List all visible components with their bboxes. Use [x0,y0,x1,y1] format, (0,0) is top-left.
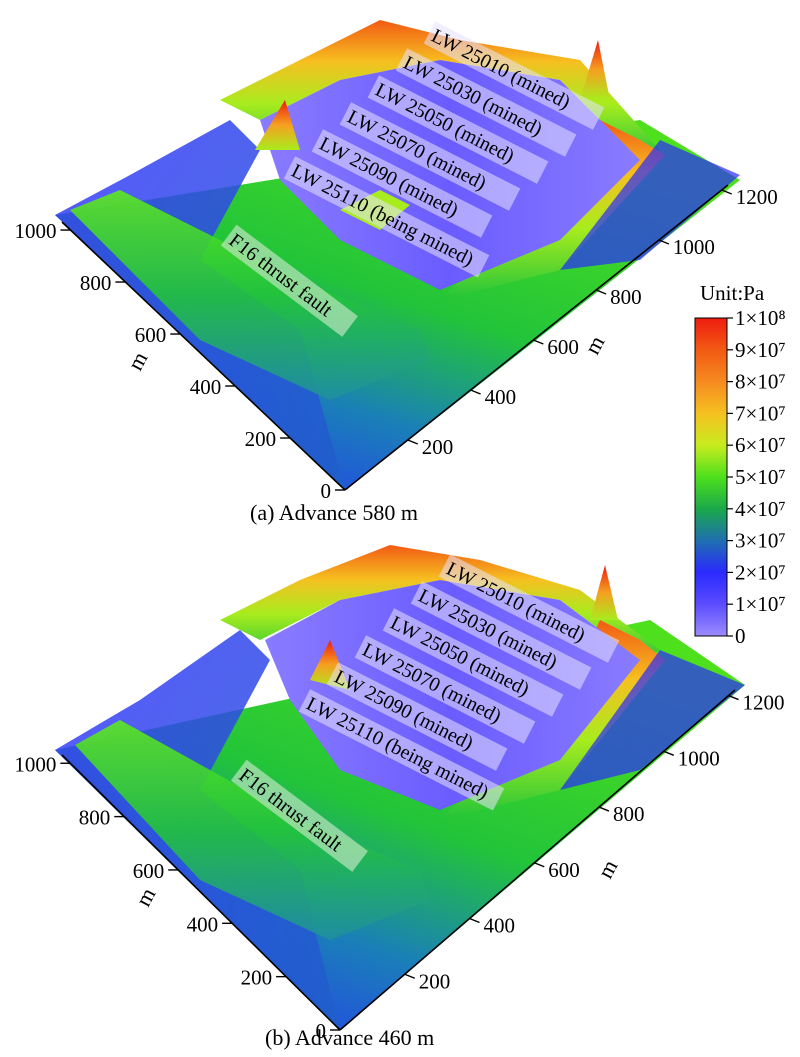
colorbar-tick-label-6: 4×10⁷ [735,497,786,521]
axis-label-left-a: m [122,347,152,374]
left-tick-label-b-4: 800 [79,806,111,830]
right-tick-mark-a-2 [533,339,544,345]
surface-right-slope-b [560,650,745,790]
fault-band-a [70,190,430,400]
axis-label-right-b: m [592,855,622,882]
lw-label-bg-b-2 [382,608,564,717]
right-tick-label-b-4: 1000 [678,746,720,770]
left-tick-label-a-0: 0 [321,479,332,503]
axis-label-right-a: m [579,331,609,358]
axis-right-a [344,184,729,491]
caption-b: (b) Advance 460 m [265,1025,434,1050]
left-tick-label-b-5: 1000 [14,752,56,776]
fault-label-bg-b [230,759,368,872]
left-tick-label-a-5: 1000 [14,219,56,243]
right-tick-label-a-3: 800 [610,285,642,309]
lw-label-bg-a-5 [283,156,490,278]
colorbar-tick-label-9: 1×10⁷ [735,592,786,616]
right-tick-mark-b-1 [469,917,480,924]
surface-plot-b: 0 200 400 600 800 1000 200 400 600 800 1000 1200 m… [14,545,785,1050]
ridge-back-b [220,545,660,660]
right-tick-label-a-4: 1000 [673,235,715,259]
ridge-back-a [220,20,660,160]
right-tick-mark-b-0 [404,973,416,979]
right-tick-label-b-3: 800 [613,802,645,826]
right-tick-label-a-5: 1200 [736,185,778,209]
colorbar-tick-label-1: 9×10⁷ [735,338,786,362]
left-tick-label-b-3: 600 [133,859,165,883]
right-tick-label-a-0: 200 [422,435,454,459]
right-tick-label-a-2: 600 [547,335,579,359]
left-tick-label-a-1: 200 [245,427,277,451]
lw-label-bg-a-1 [395,48,577,157]
axis-left-a [61,221,346,491]
caption-a: (a) Advance 580 m [250,500,418,525]
lw-label-bg-a-0 [423,21,605,130]
surface-plot-a: 0 200 400 600 800 1000 200 400 600 800 1000 1200 m… [14,20,778,525]
colorbar-gradient [694,317,728,637]
right-tick-mark-a-3 [595,289,607,295]
right-tick-label-b-5: 1200 [743,691,785,715]
left-tick-label-b-0: 0 [316,1019,327,1043]
stress-peak-a1 [580,40,610,100]
colorbar-tick-label-5: 5×10⁷ [735,465,786,489]
colorbar-tick-label-0: 1×10⁸ [735,306,786,330]
colorbar: Unit:Pa 1×10⁸ 9×10⁷ 8×10⁷ 7×10⁷ 6×10⁷ 5×10⁷ 4×… [694,281,786,648]
left-tick-label-a-4: 800 [80,271,112,295]
right-tick-mark-a-5 [721,189,732,195]
colorbar-tick-label-10: 0 [735,624,746,648]
axis-label-left-b: m [130,883,160,910]
lw-label-bg-b-5 [298,689,505,811]
right-tick-mark-b-5 [728,694,739,701]
lw-label-bg-b-3 [354,635,536,744]
lw-label-bg-b-0 [438,554,620,663]
lw-label-bg-a-3 [339,102,521,211]
surface-right-slope-a [560,140,740,270]
colorbar-tick-label-8: 2×10⁷ [735,560,786,584]
colorbar-tick-label-7: 3×10⁷ [735,529,786,553]
right-tick-label-a-1: 400 [485,385,516,409]
right-tick-mark-b-4 [663,750,675,756]
fault-label-bg-a [220,224,358,337]
right-tick-label-b-2: 600 [548,858,580,882]
stress-peak-b1 [590,565,618,620]
right-tick-mark-a-1 [470,389,481,395]
colorbar-tick-label-3: 7×10⁷ [735,401,786,425]
axis-left-b [61,754,341,1031]
colorbar-unit: Unit:Pa [700,281,765,305]
right-tick-label-b-1: 400 [484,914,515,938]
right-tick-mark-a-0 [407,439,419,445]
right-tick-mark-a-4 [658,239,670,245]
lw-label-bg-a-4 [311,129,493,238]
lw-label-bg-b-1 [410,581,592,690]
lw-label-bg-a-2 [367,75,549,184]
left-tick-label-a-2: 400 [190,375,222,399]
stress-peak-a2 [255,100,300,150]
colorbar-tick-label-4: 6×10⁷ [735,433,786,457]
left-tick-label-a-3: 600 [135,323,167,347]
left-tick-label-b-2: 400 [187,912,219,936]
left-tick-label-b-1: 200 [241,966,273,990]
right-tick-mark-b-3 [598,806,610,812]
axis-right-b [339,689,736,1031]
right-tick-label-b-0: 200 [419,969,451,993]
colorbar-tick-label-2: 8×10⁷ [735,370,786,394]
fault-band-b [75,720,430,940]
lw-label-bg-b-4 [326,662,508,771]
right-tick-mark-b-2 [534,862,545,868]
